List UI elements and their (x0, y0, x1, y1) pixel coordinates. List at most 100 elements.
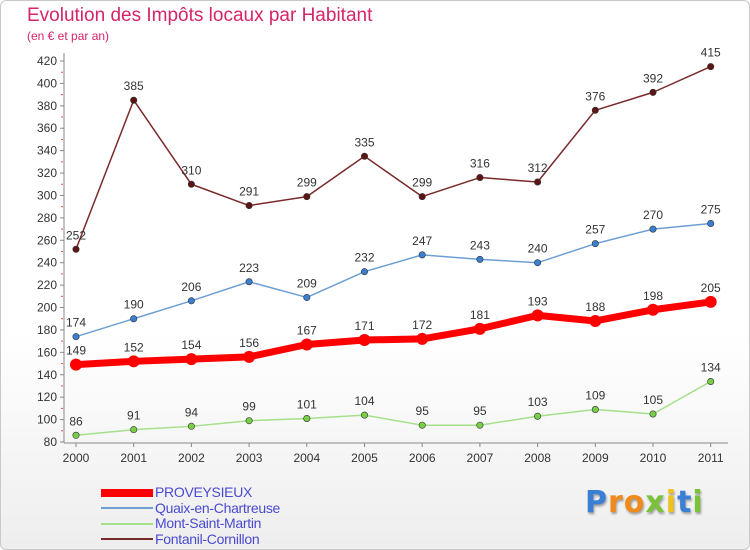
data-label-quaix-en-chartreuse: 270 (643, 208, 663, 222)
data-label-mont-saint-martin: 101 (297, 397, 317, 411)
data-point-proveysieux (300, 338, 313, 351)
y-tick-label: 280 (37, 211, 57, 225)
x-tick-label: 2003 (236, 451, 263, 465)
data-label-proveysieux: 167 (297, 324, 317, 338)
data-point-mont-saint-martin (72, 431, 80, 439)
data-label-proveysieux: 181 (470, 308, 490, 322)
data-label-proveysieux: 205 (701, 281, 721, 295)
y-tick-label: 160 (37, 345, 57, 359)
x-tick-label: 2009 (582, 451, 609, 465)
data-label-mont-saint-martin: 134 (701, 360, 721, 374)
data-label-fontanil-cornillon: 415 (701, 46, 721, 60)
data-label-quaix-en-chartreuse: 257 (585, 223, 605, 237)
data-point-proveysieux (704, 295, 717, 308)
data-point-fontanil-cornillon (303, 193, 311, 201)
data-label-proveysieux: 152 (124, 340, 144, 354)
y-tick-label: 340 (37, 144, 57, 158)
y-tick-label: 120 (37, 390, 57, 404)
data-point-fontanil-cornillon (649, 88, 657, 96)
data-label-fontanil-cornillon: 252 (66, 228, 86, 242)
data-point-fontanil-cornillon (360, 152, 368, 160)
legend-swatch (101, 507, 153, 510)
data-point-mont-saint-martin (649, 410, 657, 418)
data-label-mont-saint-martin: 103 (528, 395, 548, 409)
data-point-mont-saint-martin (303, 414, 311, 422)
data-point-mont-saint-martin (418, 421, 426, 429)
data-label-proveysieux: 188 (585, 300, 605, 314)
data-label-fontanil-cornillon: 312 (528, 161, 548, 175)
data-label-quaix-en-chartreuse: 232 (354, 251, 374, 265)
y-tick-label: 360 (37, 121, 57, 135)
data-point-fontanil-cornillon (418, 193, 426, 201)
chart-title: Evolution des Impôts locaux par Habitant (27, 5, 373, 26)
data-point-quaix-en-chartreuse (649, 225, 657, 233)
y-tick-label: 420 (37, 54, 57, 68)
data-point-quaix-en-chartreuse (72, 333, 80, 341)
x-tick-label: 2001 (120, 451, 147, 465)
data-point-mont-saint-martin (187, 422, 195, 430)
data-label-proveysieux: 172 (412, 318, 432, 332)
data-label-quaix-en-chartreuse: 223 (239, 261, 259, 275)
data-label-fontanil-cornillon: 316 (470, 157, 490, 171)
data-label-quaix-en-chartreuse: 190 (124, 298, 144, 312)
x-tick-label: 2008 (524, 451, 551, 465)
x-tick-label: 2000 (63, 451, 90, 465)
logo-letter: i (665, 485, 678, 520)
x-tick-label: 2011 (698, 451, 724, 465)
data-label-fontanil-cornillon: 335 (354, 135, 374, 149)
data-point-quaix-en-chartreuse (476, 255, 484, 263)
data-label-mont-saint-martin: 104 (354, 394, 374, 408)
data-point-proveysieux (473, 322, 486, 335)
y-tick-label: 400 (37, 76, 57, 90)
logo-letter: i (692, 485, 704, 520)
data-point-fontanil-cornillon (534, 178, 542, 186)
data-label-quaix-en-chartreuse: 240 (528, 242, 548, 256)
data-point-proveysieux (358, 334, 371, 347)
logo-letter: r (608, 485, 624, 520)
data-label-quaix-en-chartreuse: 243 (470, 238, 490, 252)
legend-swatch (101, 538, 153, 541)
data-label-proveysieux: 156 (239, 336, 259, 350)
data-label-fontanil-cornillon: 291 (239, 185, 259, 199)
data-label-mont-saint-martin: 95 (473, 404, 487, 418)
data-point-quaix-en-chartreuse (245, 278, 253, 286)
data-point-proveysieux (589, 314, 602, 327)
data-label-mont-saint-martin: 94 (185, 405, 199, 419)
data-point-quaix-en-chartreuse (534, 259, 542, 267)
y-tick-label: 140 (37, 368, 57, 382)
y-tick-label: 300 (37, 188, 57, 202)
data-label-mont-saint-martin: 91 (127, 409, 141, 423)
legend-swatch (101, 522, 153, 525)
y-tick-label: 320 (37, 166, 57, 180)
data-point-quaix-en-chartreuse (591, 240, 599, 248)
data-label-mont-saint-martin: 95 (416, 404, 430, 418)
data-label-fontanil-cornillon: 299 (297, 176, 317, 190)
data-label-fontanil-cornillon: 310 (181, 163, 201, 177)
data-point-mont-saint-martin (534, 412, 542, 420)
y-tick-label: 240 (37, 256, 57, 270)
data-point-mont-saint-martin (476, 421, 484, 429)
data-label-fontanil-cornillon: 385 (124, 79, 144, 93)
data-point-fontanil-cornillon (591, 106, 599, 114)
data-point-mont-saint-martin (130, 426, 138, 434)
data-label-proveysieux: 154 (181, 338, 201, 352)
logo-letter: P (585, 485, 608, 520)
data-label-quaix-en-chartreuse: 247 (412, 234, 432, 248)
data-label-fontanil-cornillon: 376 (585, 89, 605, 103)
data-label-quaix-en-chartreuse: 206 (181, 280, 201, 294)
data-point-mont-saint-martin (245, 417, 253, 425)
x-tick-label: 2004 (293, 451, 320, 465)
data-label-quaix-en-chartreuse: 209 (297, 276, 317, 290)
data-point-quaix-en-chartreuse (187, 297, 195, 305)
data-point-quaix-en-chartreuse (303, 293, 311, 301)
data-label-mont-saint-martin: 105 (643, 393, 663, 407)
legend-label: PROVEYSIEUX (155, 484, 253, 500)
data-label-mont-saint-martin: 99 (242, 400, 256, 414)
data-label-proveysieux: 198 (643, 289, 663, 303)
logo-letter: o (623, 485, 646, 520)
data-point-proveysieux (70, 358, 82, 371)
data-point-proveysieux (531, 309, 544, 322)
data-point-mont-saint-martin (591, 406, 599, 414)
y-tick-label: 380 (37, 99, 57, 113)
